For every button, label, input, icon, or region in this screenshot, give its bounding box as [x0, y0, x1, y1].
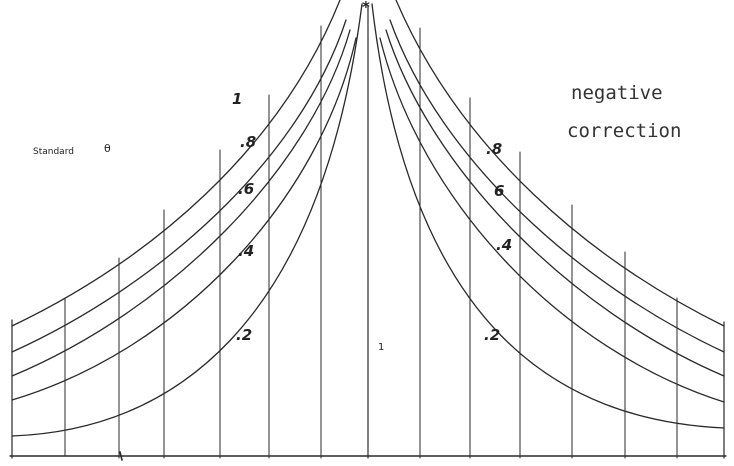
center-mark: 1 [378, 342, 384, 353]
curve-02-right [371, 3, 725, 429]
curve-label-top: 1 [232, 90, 242, 108]
curve-08-right [389, 19, 725, 353]
theta-label: θ [104, 142, 111, 155]
heading-line-1: negative [571, 82, 663, 104]
curve-1-right [395, 0, 725, 327]
left-vertical-grid [64, 25, 322, 459]
curve-label-right-02: .2 [484, 326, 500, 344]
curve-label-right-04: .4 [496, 236, 512, 254]
curve-08-left [11, 19, 347, 353]
curve-label-left-06: .6 [238, 180, 254, 198]
curve-02-left [11, 3, 363, 437]
right-curve-family [371, 0, 725, 429]
curve-label-left-04: .4 [238, 242, 254, 260]
curve-06-left [11, 29, 351, 377]
heading-line-2: correction [567, 120, 681, 142]
curve-label-right-08: .8 [486, 140, 502, 158]
curve-1-left [11, 0, 341, 327]
curve-label-left-02: .2 [236, 326, 252, 344]
curve-04-right [379, 37, 725, 403]
standard-label: Standard [33, 147, 74, 157]
curve-label-left-08: .8 [240, 133, 256, 151]
curve-04-left [11, 37, 357, 401]
curve-label-right-06: 6 [494, 182, 504, 200]
bottom-tick [119, 451, 123, 461]
left-curve-family [11, 0, 363, 437]
curve-06-right [385, 29, 725, 377]
apex-mark: * [362, 0, 370, 16]
